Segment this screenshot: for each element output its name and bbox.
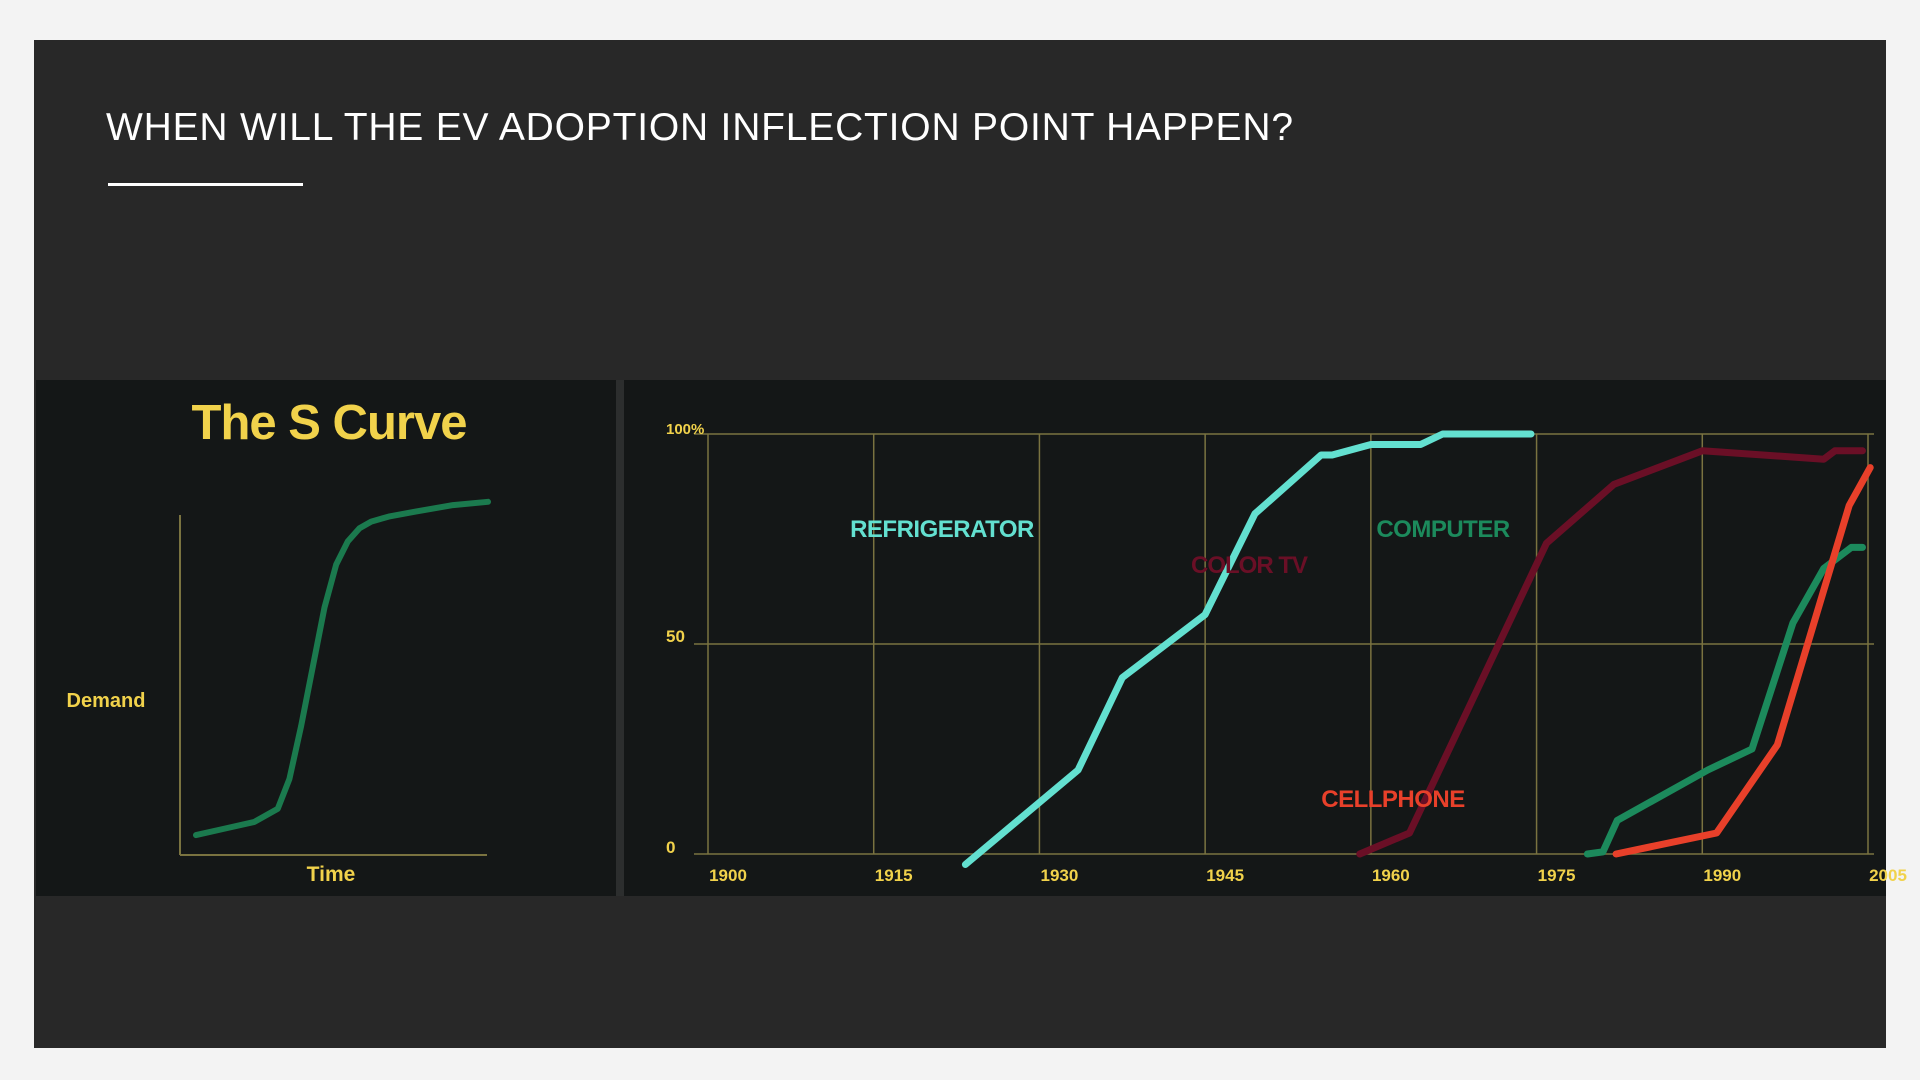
title-underline [108,183,303,186]
x-tick-label: 1900 [709,866,747,885]
color-tv-line [1356,447,1866,858]
s-curve-panel: The S Curve Demand Time [36,380,616,896]
adoption-grid [694,433,1874,855]
s-curve-xlabel: Time [307,863,356,886]
x-tick-label: 1990 [1703,866,1741,885]
y-tick-label: 50 [666,627,685,646]
adoption-chart: 1900 1915 1930 1945 1960 1975 1990 2005050100% … [666,421,1907,885]
y-tick-label: 100% [666,421,704,438]
slide: WHEN WILL THE EV ADOPTION INFLECTION POI… [34,40,1907,1048]
series-label-computer: COMPUTER [1376,516,1510,543]
s-curve-title: The S Curve [192,396,467,450]
series-label-refrigerator: REFRIGERATOR [850,516,1034,543]
s-curve-chart: The S Curve Demand Time [67,396,491,886]
x-tick-label: 1915 [875,866,913,885]
s-curve-line [193,498,491,839]
series-label-cellphone: CELLPHONE [1321,786,1465,813]
cellphone-line [1612,464,1874,858]
slide-title: WHEN WILL THE EV ADOPTION INFLECTION POI… [106,106,1294,149]
x-tick-label: 1975 [1538,866,1576,885]
s-curve-ylabel: Demand [67,690,146,712]
computer-line [1583,543,1866,858]
series-label-color-tv: COLOR TV [1191,552,1308,579]
x-tick-label: 1960 [1372,866,1410,885]
x-tick-label: 1945 [1206,866,1244,885]
adoption-tick-labels: 1900 1915 1930 1945 1960 1975 1990 2005 0 50 100% [666,421,1907,885]
y-tick-label: 0 [666,838,675,857]
adoption-series-group [961,430,1874,868]
refrigerator-line [961,430,1535,868]
x-tick-label: 2005 [1869,866,1907,885]
adoption-panel: 1900 1915 1930 1945 1960 1975 1990 2005 0 50 100% … [624,380,1907,896]
x-tick-label: 1930 [1041,866,1079,885]
panel-divider [616,380,624,896]
s-curve-series-group [193,498,491,839]
